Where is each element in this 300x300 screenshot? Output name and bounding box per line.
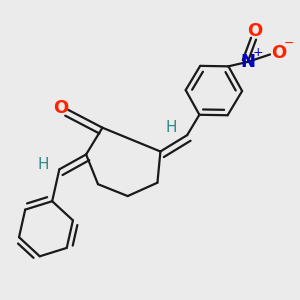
Text: H: H (37, 158, 49, 172)
Text: O: O (271, 44, 286, 62)
Text: N: N (240, 53, 255, 71)
Text: O: O (247, 22, 262, 40)
Text: O: O (53, 99, 68, 117)
Text: H: H (165, 120, 177, 135)
Text: +: + (252, 46, 263, 59)
Text: −: − (283, 37, 294, 50)
